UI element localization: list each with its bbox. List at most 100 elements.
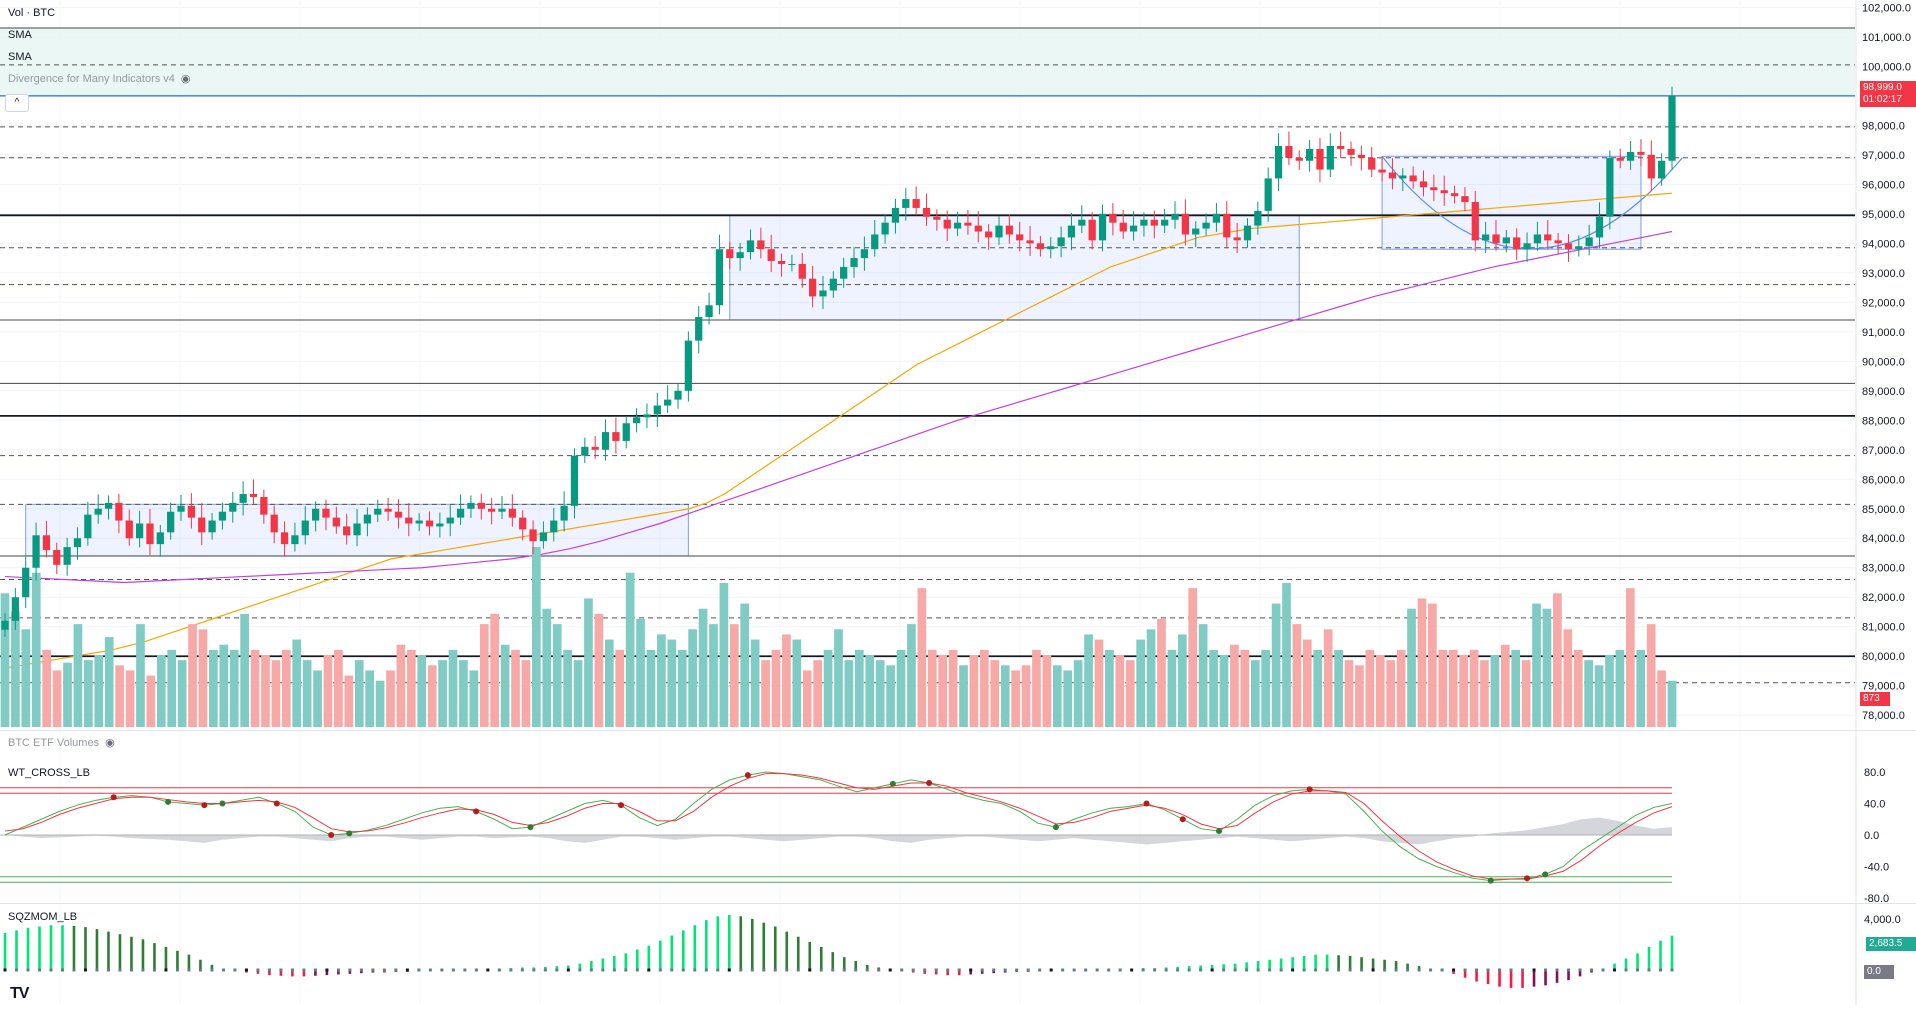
momentum-bar xyxy=(750,918,754,970)
volume-bar xyxy=(156,655,166,727)
squeeze-dot xyxy=(371,968,375,972)
squeeze-dot xyxy=(175,968,179,972)
candle xyxy=(933,216,941,220)
candle xyxy=(63,547,71,565)
candle xyxy=(394,511,403,518)
candle xyxy=(1658,160,1666,179)
candle xyxy=(53,550,61,565)
squeeze-dot xyxy=(497,968,501,972)
volume-bar xyxy=(104,637,114,727)
sma-legend-1[interactable]: SMA xyxy=(8,29,32,41)
momentum-bar xyxy=(613,955,616,970)
candle xyxy=(860,249,869,259)
wt-cross-legend[interactable]: WT_CROSS_LB xyxy=(8,767,90,779)
volume-bar xyxy=(750,639,760,727)
candle xyxy=(570,455,579,506)
volume-bar xyxy=(1011,670,1020,727)
volume-bar xyxy=(959,665,968,727)
candle xyxy=(1233,237,1241,241)
momentum-bar xyxy=(796,936,800,970)
candle xyxy=(695,317,703,341)
price-axis-label: 93,000.0 xyxy=(1862,268,1905,280)
squeeze-dot xyxy=(1601,968,1605,972)
candle xyxy=(177,505,185,512)
candle xyxy=(1026,240,1034,244)
squeeze-dot xyxy=(1406,968,1410,972)
squeeze-dot xyxy=(106,968,110,972)
volume-bar xyxy=(1500,644,1510,727)
volume-bar xyxy=(167,649,177,727)
cross-dot xyxy=(346,830,353,837)
candle xyxy=(1005,225,1013,235)
divergence-legend[interactable]: Divergence for Many Indicators v4 ◉ xyxy=(8,72,191,85)
candle xyxy=(1150,219,1158,226)
volume-bar xyxy=(344,675,354,727)
momentum-bar xyxy=(337,970,340,975)
eye-icon[interactable]: ◉ xyxy=(180,73,191,85)
volume-bar xyxy=(802,670,812,727)
candle xyxy=(1243,225,1252,241)
candle xyxy=(1047,246,1055,250)
etf-volume-legend[interactable]: BTC ETF Volumes ◉ xyxy=(8,736,115,749)
sma-legend-2[interactable]: SMA xyxy=(8,51,32,63)
volume-bar xyxy=(1198,624,1208,727)
squeeze-dot xyxy=(267,968,271,972)
squeeze-dot xyxy=(187,968,191,972)
volume-legend[interactable]: Vol · BTC xyxy=(8,7,56,19)
squeeze-dot xyxy=(1440,968,1444,972)
momentum-bar xyxy=(210,964,214,970)
squeeze-dot xyxy=(26,968,30,972)
pane-separator-1[interactable] xyxy=(0,730,1916,731)
collapse-legend-button[interactable]: ^ xyxy=(5,94,29,112)
squeeze-dot xyxy=(865,968,869,972)
volume-bar xyxy=(1250,660,1260,727)
squeeze-dot xyxy=(1463,968,1467,972)
volume-bar xyxy=(729,624,739,727)
squeeze-dot xyxy=(382,968,386,972)
cross-dot xyxy=(618,802,625,809)
sqz-zero-tag: 0.0 xyxy=(1864,965,1894,979)
candle xyxy=(1544,234,1552,241)
momentum-bar xyxy=(141,939,145,970)
momentum-bar xyxy=(1463,970,1467,978)
squeeze-dot xyxy=(509,968,513,972)
eye-icon[interactable]: ◉ xyxy=(105,737,115,749)
momentum-bar xyxy=(199,959,202,970)
cross-dot xyxy=(527,824,534,831)
volume-bar xyxy=(1125,660,1135,727)
volume-bar xyxy=(688,629,697,727)
momentum-bar xyxy=(3,932,7,970)
tradingview-logo-icon[interactable]: TV xyxy=(10,985,29,1002)
momentum-bar xyxy=(808,941,812,970)
momentum-bar xyxy=(842,957,846,970)
volume-bar xyxy=(1573,649,1583,727)
cross-dot xyxy=(1524,875,1531,882)
squeeze-dot xyxy=(923,968,927,972)
volume-bar xyxy=(31,572,41,727)
candle xyxy=(343,526,351,536)
squeeze-dot xyxy=(532,968,536,972)
momentum-bar xyxy=(1670,935,1674,970)
candle xyxy=(42,535,51,551)
squeeze-dot xyxy=(808,968,812,972)
candle xyxy=(995,225,1003,238)
candle xyxy=(591,446,599,450)
candle xyxy=(167,511,175,533)
squeeze-dot xyxy=(681,968,685,972)
candle xyxy=(1067,225,1076,238)
candle xyxy=(953,222,962,229)
candle xyxy=(974,225,982,232)
squeeze-dot xyxy=(1509,968,1513,972)
squeeze-dot xyxy=(1084,968,1088,972)
squeeze-dot xyxy=(1337,968,1341,972)
sqzmom-legend[interactable]: SQZMOM_LB xyxy=(8,911,78,923)
candle xyxy=(436,523,444,527)
volume-bar xyxy=(1532,603,1541,727)
volume-bar xyxy=(1386,660,1396,727)
volume-bar xyxy=(573,660,583,727)
pane-separator-2[interactable] xyxy=(0,903,1916,904)
momentum-bar xyxy=(590,961,593,970)
momentum-bar xyxy=(325,970,329,976)
